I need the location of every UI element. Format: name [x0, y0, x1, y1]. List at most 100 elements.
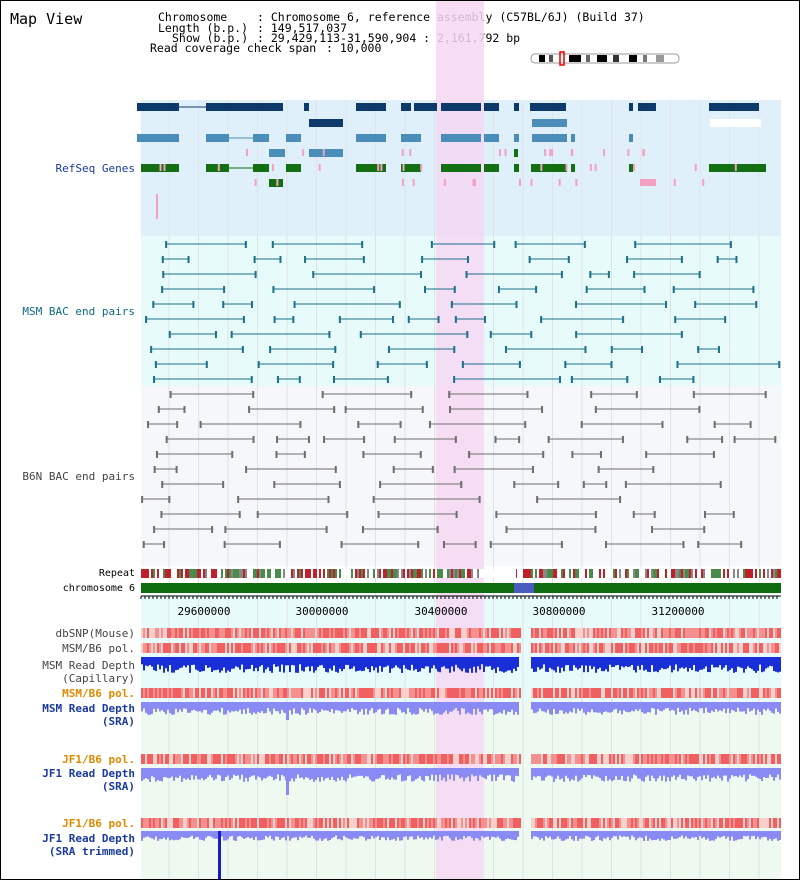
repeat-mark — [321, 569, 323, 578]
read-depth-bar — [465, 768, 467, 778]
read-depth-bar — [659, 657, 661, 670]
refseq-feature-mark — [673, 179, 676, 186]
polymorphism-mark — [601, 818, 603, 828]
read-depth-bar — [467, 657, 469, 673]
read-depth-bar — [703, 657, 705, 669]
polymorphism-mark — [241, 818, 243, 828]
polymorphism-mark — [269, 628, 271, 638]
polymorphism-mark — [331, 628, 333, 638]
polymorphism-mark — [283, 754, 285, 764]
repeat-mark — [293, 569, 295, 578]
msm-read-depth-capillary-label: MSM Read Depth — [42, 659, 135, 672]
read-depth-bar — [651, 768, 653, 776]
read-depth-bar — [661, 702, 663, 712]
polymorphism-mark — [321, 628, 323, 638]
read-depth-bar — [759, 657, 761, 665]
read-depth-bar — [313, 657, 315, 673]
polymorphism-mark — [531, 643, 533, 653]
read-depth-bar — [175, 657, 177, 671]
read-depth-bar — [585, 702, 587, 715]
polymorphism-mark — [399, 818, 401, 828]
polymorphism-mark — [719, 628, 721, 638]
read-depth-bar — [197, 657, 199, 671]
polymorphism-mark — [701, 688, 703, 698]
repeat-mark — [359, 569, 361, 578]
polymorphism-mark — [581, 643, 583, 653]
polymorphism-mark — [535, 643, 537, 653]
read-depth-bar — [635, 768, 637, 776]
polymorphism-mark — [467, 643, 469, 653]
polymorphism-mark — [173, 754, 175, 764]
polymorphism-mark — [323, 643, 325, 653]
repeat-mark — [187, 569, 189, 578]
polymorphism-mark — [463, 754, 465, 764]
polymorphism-mark — [629, 754, 631, 764]
b6n-bac-pair — [732, 511, 735, 518]
read-depth-bar — [435, 657, 437, 669]
polymorphism-mark — [605, 818, 607, 828]
polymorphism-mark — [385, 643, 387, 653]
polymorphism-mark — [641, 643, 643, 653]
read-depth-bar — [343, 768, 345, 781]
repeat-mark — [591, 569, 593, 578]
repeat-mark — [601, 569, 603, 578]
polymorphism-mark — [377, 643, 379, 653]
polymorphism-mark — [779, 754, 781, 764]
polymorphism-mark — [263, 818, 265, 828]
read-depth-bar — [319, 768, 321, 782]
polymorphism-mark — [757, 628, 759, 638]
read-depth-bar — [247, 768, 249, 782]
read-depth-bar — [433, 657, 435, 666]
read-depth-bar — [577, 768, 579, 782]
msm-bac-pair — [680, 331, 683, 338]
read-depth-bar — [771, 831, 773, 841]
read-depth-bar — [709, 831, 711, 841]
read-depth-bar — [653, 831, 655, 840]
repeat-mark — [319, 569, 321, 578]
polymorphism-mark — [389, 628, 391, 638]
msm-bac-pair — [717, 346, 720, 353]
polymorphism-mark — [553, 628, 555, 638]
polymorphism-mark — [593, 688, 595, 698]
read-depth-bar — [623, 702, 625, 711]
msm-bac-pair — [564, 361, 567, 368]
polymorphism-mark — [725, 818, 727, 828]
polymorphism-mark — [253, 643, 255, 653]
polymorphism-mark — [663, 643, 665, 653]
polymorphism-mark — [293, 688, 295, 698]
polymorphism-mark — [645, 818, 647, 828]
polymorphism-mark — [629, 688, 631, 698]
b6n-bac-pair — [524, 421, 527, 428]
polymorphism-mark — [703, 628, 705, 638]
polymorphism-mark — [665, 628, 667, 638]
polymorphism-mark — [171, 643, 173, 653]
polymorphism-mark — [481, 818, 483, 828]
read-depth-bar — [723, 657, 725, 668]
polymorphism-mark — [581, 818, 583, 828]
polymorphism-mark — [351, 754, 353, 764]
polymorphism-mark — [255, 818, 257, 828]
polymorphism-mark — [215, 818, 217, 828]
gene-block — [571, 164, 575, 172]
read-depth-bar — [505, 702, 507, 715]
polymorphism-mark — [273, 643, 275, 653]
gene-block — [309, 149, 343, 157]
read-depth-bar — [217, 768, 219, 775]
read-depth-bar — [371, 657, 373, 667]
read-depth-bar — [571, 831, 573, 840]
polymorphism-mark — [427, 628, 429, 638]
read-depth-bar — [359, 831, 361, 837]
read-depth-bar — [345, 768, 347, 782]
polymorphism-mark — [171, 628, 173, 638]
polymorphism-mark — [569, 643, 571, 653]
polymorphism-mark — [423, 628, 425, 638]
read-depth-bar — [675, 768, 677, 780]
read-depth-bar — [305, 831, 307, 836]
gene-block — [206, 103, 283, 111]
read-depth-bar — [151, 768, 153, 777]
read-depth-bar — [197, 702, 199, 712]
polymorphism-mark — [691, 628, 693, 638]
read-depth-bar — [447, 768, 449, 775]
polymorphism-mark — [179, 688, 181, 698]
